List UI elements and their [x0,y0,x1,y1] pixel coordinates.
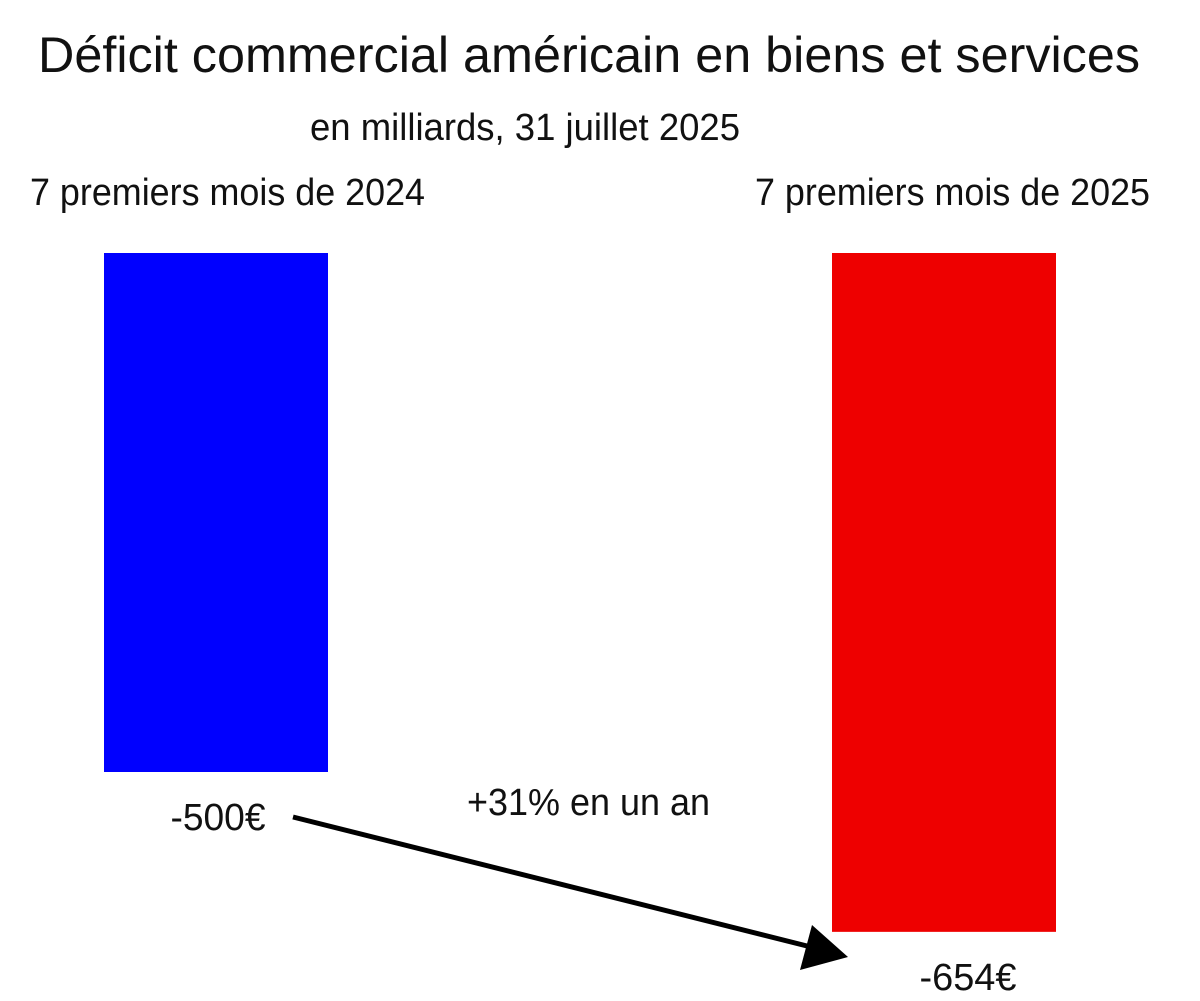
bar-2025 [832,253,1056,932]
bar-2024 [104,253,328,772]
chart-subtitle: en milliards, 31 juillet 2025 [310,107,740,149]
value-label-1: -654€ [920,957,1017,999]
category-label-0: 7 premiers mois de 2024 [30,172,425,214]
value-label-0: -500€ [171,797,266,839]
chart-title: Déficit commercial américain en biens et… [38,27,1140,83]
change-annotation: +31% en un an [467,782,710,824]
category-label-1: 7 premiers mois de 2025 [755,172,1150,214]
arrow-icon [292,814,848,970]
